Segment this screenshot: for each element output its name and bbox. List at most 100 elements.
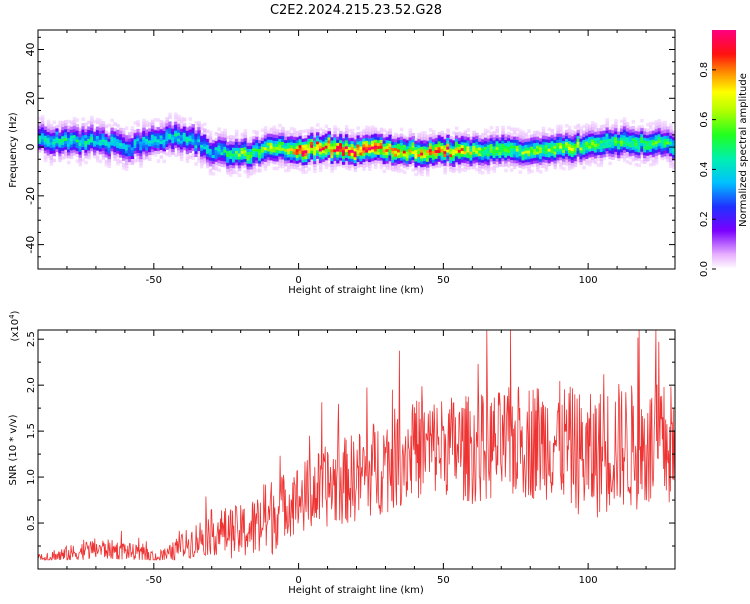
spectrogram-cell — [628, 132, 633, 136]
spectrogram-cell — [98, 142, 103, 146]
spectrogram-cell — [177, 129, 181, 133]
spectrogram-cell — [663, 132, 667, 137]
spectrogram-cell — [646, 140, 650, 145]
spectrogram-cell — [591, 127, 595, 131]
spectrogram-cell — [460, 132, 465, 137]
spectrogram-cell — [553, 162, 557, 167]
spectrogram-cell — [475, 132, 479, 137]
spectrogram-cell — [200, 123, 204, 128]
colorbar-label: Normalized spectral amplitude — [738, 73, 749, 227]
spectrogram-cell — [127, 146, 132, 151]
spectrogram-cell — [133, 150, 138, 154]
spectrogram-cell — [646, 131, 650, 136]
spectrogram-cell — [518, 161, 523, 166]
spectrogram-cell — [414, 137, 418, 142]
spectrogram-cell — [145, 123, 149, 128]
spectrogram-cell — [266, 159, 271, 164]
spectrogram-cell — [185, 139, 190, 143]
spectrogram-cell — [426, 155, 430, 159]
spectrogram-cell — [501, 163, 505, 168]
spectrogram-cell — [223, 152, 227, 156]
spectrogram-cell — [203, 140, 207, 144]
spectrogram-cell — [136, 134, 140, 139]
spectrogram-cell — [637, 154, 641, 159]
spectrogram-cell — [440, 148, 444, 152]
spectrogram-cell — [510, 144, 514, 149]
spectrogram-cell — [446, 128, 450, 133]
spectrogram-cell — [541, 144, 546, 148]
spectrogram-cell — [614, 136, 618, 141]
spectrogram-cell — [460, 150, 465, 154]
spectrogram-cell — [98, 159, 103, 164]
spectrogram-cell — [95, 141, 100, 145]
spectrogram-cell — [457, 146, 462, 150]
colorbar-gradient — [712, 30, 736, 269]
spectrogram-cell — [567, 137, 572, 142]
spectrogram-cell — [510, 159, 514, 164]
spectrogram-cell — [530, 134, 534, 138]
spectrogram-cell — [119, 148, 123, 152]
spectrogram-cell — [599, 131, 604, 135]
spectrogram-cell — [52, 138, 56, 142]
spectrogram-cell — [203, 157, 207, 162]
spectrogram-cell — [316, 135, 320, 139]
spectrogram-cell — [165, 134, 169, 139]
spectrogram-cell — [368, 164, 372, 169]
spectrogram-cell — [582, 148, 586, 152]
spectrogram-cell — [614, 130, 618, 135]
spectrogram-cell — [260, 157, 265, 162]
spectrogram-cell — [483, 152, 488, 156]
spectrogram-cell — [339, 130, 343, 135]
spectrogram-cell — [365, 163, 369, 168]
spectrogram-cell — [310, 150, 314, 154]
spectrogram-cell — [278, 123, 282, 128]
spectrogram-cell — [573, 137, 578, 141]
spectrogram-cell — [657, 136, 662, 141]
spectrogram-cell — [344, 133, 349, 138]
spectrogram-cell — [423, 139, 427, 144]
spectrogram-cell — [133, 141, 138, 146]
spectrogram-cell — [333, 151, 337, 156]
spectrogram-cell — [466, 134, 470, 138]
spectrogram-cell — [530, 140, 534, 144]
spectrogram-cell — [637, 157, 641, 162]
spectrogram-cell — [327, 148, 331, 153]
spectrogram-cell — [61, 132, 65, 137]
spectrogram-cell — [640, 133, 644, 138]
spectrogram-cell — [214, 161, 219, 165]
spectrogram-cell — [220, 160, 224, 165]
spectrogram-cell — [524, 147, 528, 151]
spectrogram-cell — [481, 144, 485, 149]
spectrogram-cell — [492, 160, 497, 164]
spectrogram-cell — [321, 161, 326, 165]
spectrogram-cell — [524, 153, 528, 157]
spectrogram-cell — [93, 140, 97, 144]
spectrogram-cell — [469, 154, 473, 158]
spectrogram-cell — [246, 163, 250, 167]
spectrogram-cell — [492, 139, 497, 144]
spectrogram-cell — [61, 126, 65, 131]
spectrogram-cell — [324, 130, 329, 135]
spectrogram-cell — [148, 125, 152, 129]
spectrogram-cell — [330, 145, 334, 150]
spectrogram-cell — [648, 157, 653, 161]
spectrogram-cell — [223, 134, 227, 139]
spectrogram-cell — [588, 162, 592, 167]
spectrogram-cell — [159, 143, 164, 148]
spectrogram-cell — [211, 148, 216, 153]
spectrogram-cell — [229, 173, 233, 177]
spectrogram-cell — [234, 135, 239, 140]
spectrogram-cell — [43, 126, 48, 130]
spectrogram-cell — [620, 148, 624, 153]
spectrogram-cell — [643, 142, 647, 147]
spectrogram-cell — [208, 157, 213, 161]
spectrogram-cell — [654, 137, 659, 142]
spectrogram-cell — [249, 148, 253, 152]
spectrogram-cell — [556, 145, 560, 149]
spectrogram-cell — [43, 146, 48, 151]
spectrogram-cell — [399, 148, 404, 152]
spectrogram-cell — [515, 148, 520, 152]
spectrogram-cell — [379, 159, 384, 164]
spectrogram-cell — [347, 146, 352, 151]
